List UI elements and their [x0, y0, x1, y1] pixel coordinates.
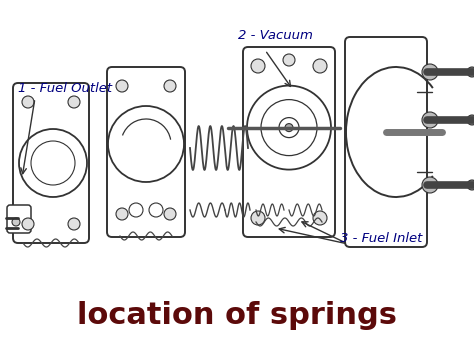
Circle shape — [108, 106, 184, 182]
Circle shape — [279, 118, 299, 138]
Circle shape — [164, 208, 176, 220]
Text: location of springs: location of springs — [77, 302, 397, 331]
Circle shape — [22, 96, 34, 108]
Circle shape — [261, 100, 317, 156]
Circle shape — [12, 218, 20, 226]
Circle shape — [19, 129, 87, 197]
Circle shape — [251, 59, 265, 73]
Circle shape — [283, 54, 295, 66]
FancyBboxPatch shape — [13, 83, 89, 243]
FancyBboxPatch shape — [107, 67, 185, 237]
Circle shape — [467, 180, 474, 190]
Circle shape — [129, 203, 143, 217]
Circle shape — [422, 177, 438, 193]
Text: 2 - Vacuum: 2 - Vacuum — [238, 29, 313, 41]
FancyBboxPatch shape — [345, 37, 427, 247]
Circle shape — [68, 218, 80, 230]
Circle shape — [247, 86, 331, 170]
Circle shape — [22, 218, 34, 230]
Circle shape — [313, 211, 327, 225]
Circle shape — [422, 64, 438, 80]
FancyBboxPatch shape — [243, 47, 335, 237]
Circle shape — [467, 67, 474, 77]
Circle shape — [149, 203, 163, 217]
Circle shape — [164, 80, 176, 92]
Text: 3 - Fuel Inlet: 3 - Fuel Inlet — [340, 231, 422, 245]
FancyBboxPatch shape — [7, 205, 31, 233]
Circle shape — [116, 80, 128, 92]
Circle shape — [285, 124, 293, 131]
Circle shape — [313, 59, 327, 73]
Text: 1 - Fuel Outlet: 1 - Fuel Outlet — [18, 81, 112, 95]
Circle shape — [116, 208, 128, 220]
Circle shape — [467, 115, 474, 125]
Circle shape — [422, 112, 438, 128]
Circle shape — [251, 211, 265, 225]
Circle shape — [68, 96, 80, 108]
Circle shape — [31, 141, 75, 185]
